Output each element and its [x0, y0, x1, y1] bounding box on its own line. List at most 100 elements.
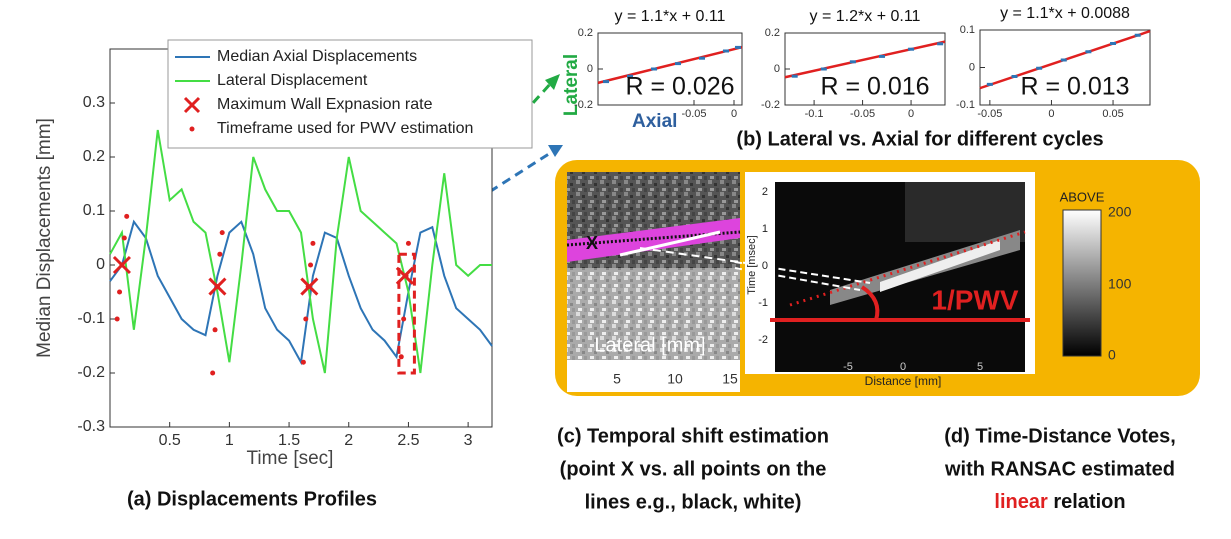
y-tick-label: 0	[774, 63, 780, 75]
y-tick-label: 0.2	[765, 27, 780, 39]
x-axis-label: Time [sec]	[247, 448, 334, 469]
x-tick-label: 0	[731, 108, 737, 120]
data-point	[699, 56, 705, 60]
y-tick-label: 0.3	[83, 94, 105, 111]
max-marker	[208, 277, 227, 296]
data-point	[627, 74, 633, 78]
lateral-label: Lateral	[561, 54, 582, 116]
caption-a: (a) Displacements Profiles	[127, 488, 377, 510]
x-tick-label: 2.5	[397, 432, 419, 449]
tick: 5	[977, 361, 983, 373]
timeframe-dot	[210, 370, 216, 376]
legend-label: Lateral Displacement	[217, 72, 368, 89]
data-point	[849, 60, 856, 64]
data-point	[791, 74, 798, 78]
data-point	[1110, 42, 1117, 45]
y-tick-label: 0	[969, 61, 975, 73]
timeframe-dot	[124, 213, 130, 219]
fit-equation: y = 1.1*x + 0.0088	[1000, 5, 1130, 22]
axial-label: Axial	[632, 111, 677, 132]
data-point	[651, 67, 657, 71]
tick: 0	[762, 260, 768, 272]
data-point	[1085, 50, 1092, 54]
y-tick-label: 0.1	[83, 202, 105, 219]
x-tick-label: -0.05	[850, 108, 875, 120]
data-point	[1011, 75, 1018, 78]
data-point	[937, 42, 944, 46]
fit-equation: y = 1.2*x + 0.11	[810, 8, 921, 25]
data-point	[1060, 58, 1067, 62]
timeframe-dot	[114, 316, 120, 322]
data-point	[735, 45, 741, 49]
timeframe-dot	[405, 240, 411, 246]
x-tick-label: 1.5	[278, 432, 300, 449]
caption-c: (point X vs. all points on the	[560, 458, 827, 480]
distance-axis-label: Distance [mm]	[865, 374, 942, 388]
y-tick-label: -0.2	[761, 99, 780, 111]
y-tick-label: 0.2	[578, 27, 593, 39]
lateral-axis-label: Lateral [mm]	[594, 334, 705, 356]
x-tick-label: 0.5	[159, 432, 181, 449]
fit-line	[784, 40, 946, 79]
time-axis-label: Time [msec]	[746, 235, 758, 295]
colorbar-title: ABOVE	[1060, 189, 1105, 204]
data-line	[109, 129, 492, 374]
plot-area	[979, 29, 1151, 106]
pwv-label: 1/PWV	[931, 284, 1018, 315]
fit-line	[597, 46, 743, 85]
plot-area	[597, 32, 743, 106]
x-tick-label: 0.05	[1102, 108, 1123, 120]
caption-c: (c) Temporal shift estimation	[557, 425, 829, 447]
data-point	[820, 67, 827, 71]
legend-label: Median Axial Displacements	[217, 48, 417, 65]
data-point	[908, 47, 915, 51]
arrow-head	[545, 74, 560, 90]
timeframe-dot	[308, 262, 314, 268]
r-value: R = 0.016	[820, 73, 929, 101]
tick: -1	[758, 297, 768, 309]
y-tick-label: -0.2	[574, 99, 593, 111]
ultrasound-image	[566, 172, 761, 392]
colorbar-tick: 100	[1108, 276, 1132, 292]
caption-d: (d) Time-Distance Votes,	[944, 425, 1176, 447]
tick: 15	[722, 371, 738, 387]
data-point	[675, 62, 681, 66]
x-tick-label: 0	[908, 108, 914, 120]
legend-swatch	[183, 96, 201, 114]
caption-highlight: linear	[994, 491, 1048, 513]
x-tick-label: -0.1	[805, 108, 824, 120]
timeframe-dot	[401, 316, 407, 322]
tick: 1	[762, 223, 768, 235]
y-tick-label: 0.2	[83, 148, 105, 165]
tick: 0	[900, 361, 906, 373]
timeframe-dot	[117, 289, 123, 295]
caption-d: linear relation	[994, 491, 1125, 513]
data-point	[986, 82, 993, 86]
colorbar-tick: 0	[1108, 347, 1116, 363]
data-point	[1134, 33, 1141, 37]
timeframe-dot	[398, 354, 404, 360]
data-point	[603, 80, 609, 84]
x-tick-label: 2	[344, 432, 353, 449]
colorbar-tick: 200	[1108, 204, 1132, 220]
fit-equation: y = 1.1*x + 0.11	[615, 8, 726, 25]
legend-swatch	[189, 126, 195, 132]
caption-text: relation	[1048, 491, 1126, 513]
max-marker	[112, 255, 131, 275]
data-point	[1036, 66, 1043, 70]
x-tick-label: 0	[1048, 108, 1054, 120]
y-tick-label: -0.1	[77, 310, 105, 327]
tick: -5	[843, 361, 853, 373]
y-tick-label: -0.2	[77, 364, 105, 381]
y-tick-label: 0	[587, 63, 593, 75]
y-tick-label: 0	[96, 256, 105, 273]
vote-map	[734, 172, 1035, 374]
x-tick-label: -0.05	[977, 108, 1002, 120]
data-point	[878, 54, 885, 58]
caption-b: (b) Lateral vs. Axial for different cycl…	[736, 128, 1103, 150]
tick: 2	[762, 186, 768, 198]
timeframe-dot	[219, 230, 225, 236]
x-tick-label: 1	[225, 432, 234, 449]
y-axis-label: Median Displacements [mm]	[34, 118, 55, 358]
